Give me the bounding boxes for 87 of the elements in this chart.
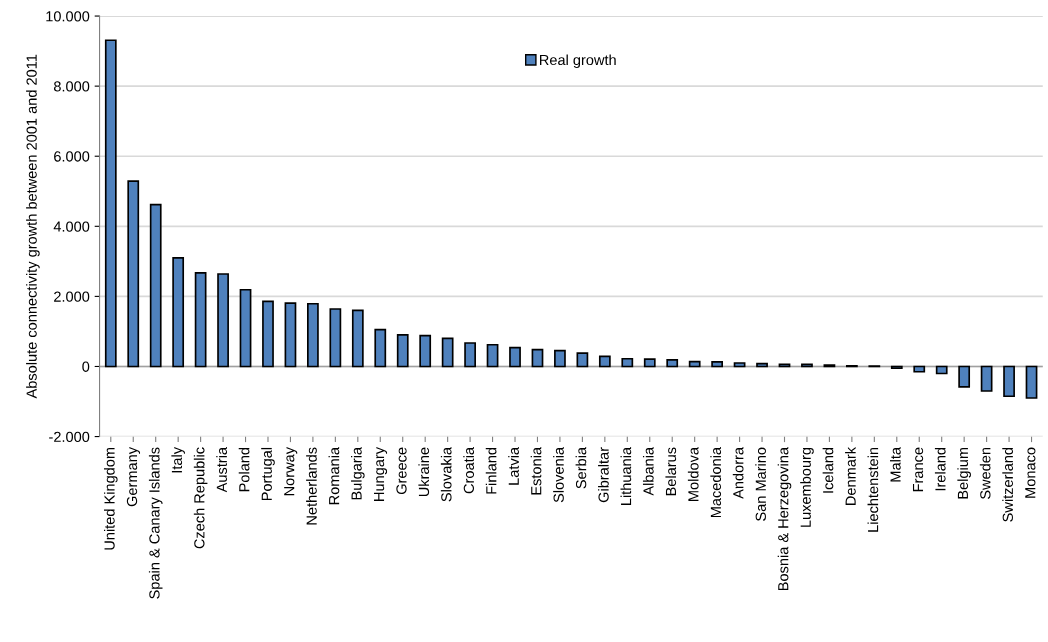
x-tick-label: Germany <box>126 447 141 507</box>
x-tick-label: Luxembourg <box>800 447 814 527</box>
x-tick-label: Albania <box>642 446 654 496</box>
x-tick-label: Latvia <box>508 446 519 485</box>
bar <box>441 337 454 368</box>
bar <box>307 302 319 368</box>
x-tick-label: Bulgaria <box>351 446 365 500</box>
bar <box>464 342 476 368</box>
bar <box>104 39 117 368</box>
x-tick-label: San Marino <box>755 447 766 521</box>
bar <box>149 203 162 368</box>
x-tick-label: Iceland <box>822 447 834 493</box>
x-tick-label: Greece <box>396 447 407 495</box>
bar <box>756 362 768 368</box>
bar <box>711 361 724 368</box>
x-tick-label: Slovenia <box>553 446 564 503</box>
x-tick-label: Belarus <box>665 447 677 496</box>
bar <box>666 358 679 368</box>
x-tick-label: Gibraltar <box>598 447 609 503</box>
bar <box>419 334 432 368</box>
bar <box>531 348 544 368</box>
bar <box>958 365 971 388</box>
x-tick-label: Denmark <box>845 446 856 505</box>
x-tick-label: Italy <box>171 447 185 473</box>
bar <box>1025 365 1038 399</box>
bar <box>172 257 185 368</box>
x-tick-label: Macedonia <box>710 446 722 518</box>
x-tick-label: Croatia <box>463 446 475 494</box>
bar <box>935 365 948 375</box>
bar <box>509 346 521 368</box>
bar <box>980 365 993 392</box>
x-tick-label: Monaco <box>1025 447 1036 498</box>
x-tick-label: Sweden <box>979 447 991 500</box>
bar <box>239 288 252 368</box>
x-tick-label: Lithuania <box>620 446 632 505</box>
x-tick-label: Hungary <box>374 447 388 501</box>
y-tick-label: 4.000 <box>53 221 90 232</box>
bar <box>621 357 634 368</box>
x-tick-label: Romania <box>328 446 340 505</box>
x-tick-label: United Kingdom <box>103 447 118 550</box>
x-tick-label: Poland <box>238 447 250 492</box>
bar <box>194 272 207 368</box>
x-tick-label: Serbia <box>575 446 587 489</box>
bar <box>733 362 746 368</box>
y-tick-label: -2.000 <box>49 431 90 442</box>
bar <box>284 302 297 368</box>
x-tick-label: Finland <box>485 447 497 494</box>
x-tick-label: Spain & Canary Islands <box>148 447 163 599</box>
x-tick-label: Ireland <box>934 447 946 491</box>
bar <box>351 309 364 368</box>
y-tick-label: 8.000 <box>53 81 90 92</box>
bar <box>217 273 229 368</box>
bar <box>262 300 274 368</box>
y-axis-title: Absolute connectivity growth between 2001 and 2011 <box>26 54 40 399</box>
bar <box>329 308 342 368</box>
y-tick-label: 2.000 <box>54 291 90 302</box>
x-tick-label: Andorra <box>732 446 744 499</box>
x-tick-label: Slovakia <box>440 446 452 502</box>
bar <box>396 334 409 368</box>
bar <box>913 365 926 373</box>
x-tick-label: Bosnia & Herzegovina <box>777 446 792 591</box>
x-tick-label: France <box>912 447 924 492</box>
bar <box>598 355 611 368</box>
bar <box>688 360 701 368</box>
y-tick-label: 0 <box>82 361 90 372</box>
bar <box>486 343 499 368</box>
bar <box>127 180 140 368</box>
x-tick-label: Czech Republic <box>193 447 208 549</box>
x-tick-label: Liechtenstein <box>867 447 879 532</box>
x-tick-label: Malta <box>889 446 901 482</box>
x-tick-label: Moldova <box>687 446 699 501</box>
bar <box>1003 365 1015 398</box>
x-tick-label: Switzerland <box>1002 447 1013 522</box>
bar <box>374 328 387 368</box>
x-tick-label: Estonia <box>530 446 542 495</box>
x-tick-label: Belgium <box>957 447 971 499</box>
bar <box>554 349 566 368</box>
legend-label: Real growth <box>540 54 616 68</box>
x-tick-label: Ukraine <box>418 447 430 497</box>
y-tick-label: 6.000 <box>54 151 90 162</box>
x-tick-label: Netherlands <box>306 447 317 525</box>
bar <box>643 358 656 368</box>
x-tick-label: Portugal <box>261 447 275 501</box>
y-tick-label: 10.000 <box>46 11 90 22</box>
x-tick-label: Austria <box>216 446 227 493</box>
bar <box>576 352 589 368</box>
x-tick-label: Norway <box>284 447 298 496</box>
